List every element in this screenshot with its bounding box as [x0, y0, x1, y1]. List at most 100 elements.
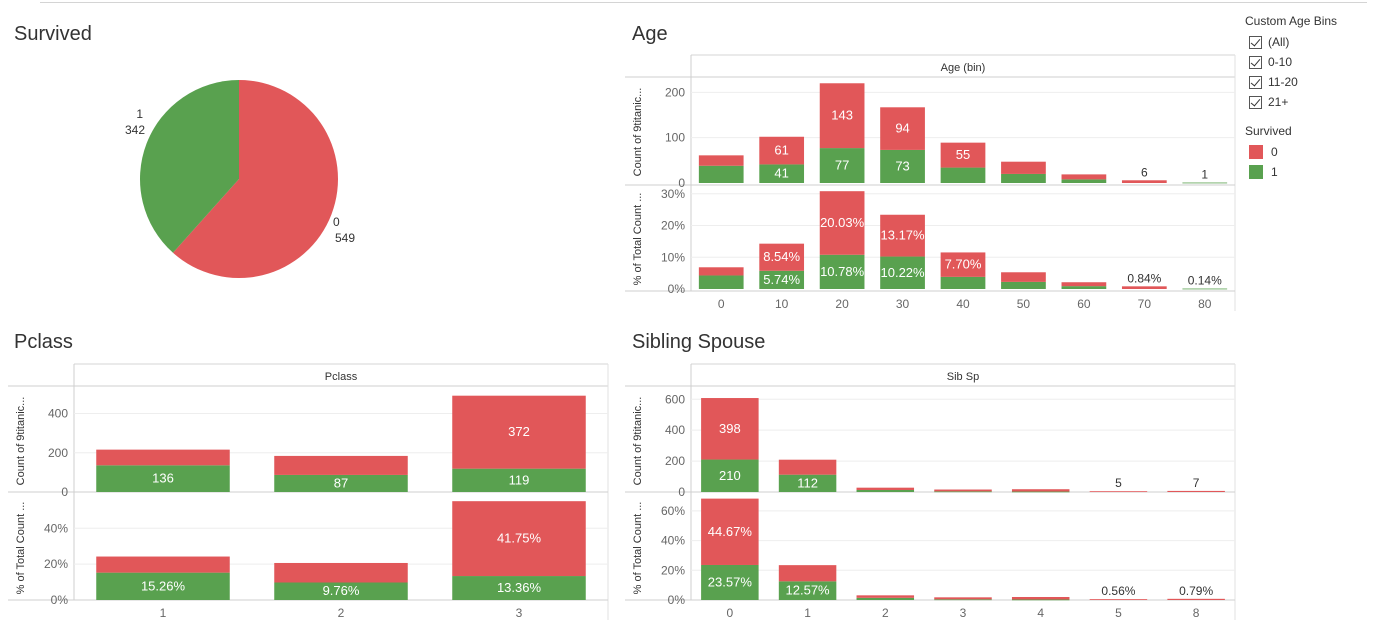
survived-pie-chart[interactable]: 0 549 1 342: [100, 60, 480, 340]
bar-data-label: 87: [334, 475, 348, 490]
y-tick-label: 0: [678, 485, 685, 499]
x-tick-label: 0: [727, 606, 734, 620]
bar-data-label: 13.17%: [881, 228, 926, 243]
bar-data-label: 7.70%: [945, 257, 982, 272]
age-bin-filter-21-plus[interactable]: 21+: [1245, 92, 1385, 112]
bar-segment-died[interactable]: [1001, 162, 1046, 174]
bar-segment-died[interactable]: [1090, 491, 1148, 492]
checkbox-icon[interactable]: [1249, 56, 1262, 69]
bar-segment-survived[interactable]: [1182, 289, 1227, 290]
age-bin-label: 11-20: [1268, 75, 1298, 89]
y-tick-label: 600: [665, 392, 685, 406]
y-tick-label: 40%: [661, 534, 685, 548]
bar-segment-survived[interactable]: [699, 275, 744, 289]
bar-segment-survived[interactable]: [941, 277, 986, 289]
bar-total-label: 0.56%: [1101, 584, 1135, 598]
x-tick-label: 70: [1138, 297, 1152, 311]
bar-segment-died[interactable]: [1122, 286, 1167, 289]
bar-segment-survived[interactable]: [1012, 492, 1070, 493]
checkbox-icon[interactable]: [1249, 76, 1262, 89]
column-header: Age (bin): [941, 62, 986, 74]
bar-data-label: 41.75%: [497, 531, 542, 546]
y-tick-label: 200: [665, 454, 685, 468]
bar-data-label: 41: [774, 166, 788, 181]
bar-segment-survived[interactable]: [1062, 286, 1107, 289]
bar-segment-survived[interactable]: [699, 166, 744, 183]
bar-data-label: 112: [797, 475, 818, 490]
bar-segment-survived[interactable]: [1001, 174, 1046, 183]
survived-legend-item-0[interactable]: 0: [1245, 142, 1385, 162]
bar-segment-died[interactable]: [934, 597, 992, 599]
bar-segment-died[interactable]: [857, 595, 915, 597]
bar-segment-died[interactable]: [1090, 599, 1148, 600]
bar-data-label: 12.57%: [786, 583, 831, 598]
bar-segment-died[interactable]: [779, 460, 837, 475]
bar-segment-died[interactable]: [779, 565, 837, 581]
bar-data-label: 10.78%: [820, 264, 865, 279]
age-bin-filter-0-10[interactable]: 0-10: [1245, 52, 1385, 72]
bar-total-label: 0.14%: [1188, 274, 1222, 288]
bar-data-label: 136: [152, 471, 174, 486]
bar-segment-survived[interactable]: [1001, 282, 1046, 289]
y-tick-label: 60%: [661, 504, 685, 518]
bar-segment-died[interactable]: [1122, 180, 1167, 183]
bar-total-label: 6: [1141, 165, 1148, 179]
bar-data-label: 61: [774, 143, 788, 158]
bar-segment-died[interactable]: [1012, 489, 1070, 491]
color-swatch: [1249, 145, 1263, 159]
bar-segment-survived[interactable]: [857, 490, 915, 492]
x-tick-label: 1: [160, 606, 167, 620]
bar-segment-died[interactable]: [1167, 491, 1225, 492]
bar-segment-died[interactable]: [934, 490, 992, 492]
bar-segment-died[interactable]: [1167, 599, 1225, 600]
bar-segment-died[interactable]: [699, 267, 744, 275]
bar-total-label: 5: [1115, 476, 1122, 490]
age-bin-filter-all[interactable]: (All): [1245, 32, 1385, 52]
x-tick-label: 80: [1198, 297, 1212, 311]
bar-segment-died[interactable]: [1062, 282, 1107, 286]
x-tick-label: 8: [1193, 606, 1200, 620]
bar-segment-died[interactable]: [1012, 597, 1070, 599]
bar-data-label: 143: [831, 108, 853, 123]
age-bin-label: 21+: [1268, 95, 1288, 109]
y-axis-label: Count of 9titanic...: [632, 88, 644, 177]
y-axis-label: % of Total Count ...: [15, 502, 27, 595]
bar-data-label: 119: [509, 472, 530, 487]
bar-segment-survived[interactable]: [1012, 599, 1070, 600]
top-divider: [40, 2, 1367, 3]
y-tick-label: 400: [48, 407, 68, 421]
checkbox-icon[interactable]: [1249, 36, 1262, 49]
bar-segment-survived[interactable]: [1182, 183, 1227, 184]
bar-segment-died[interactable]: [1062, 174, 1107, 179]
bar-segment-died[interactable]: [699, 155, 744, 165]
survived-legend-title: Survived: [1245, 124, 1385, 138]
age-bin-filter-11-20[interactable]: 11-20: [1245, 72, 1385, 92]
survived-legend-item-1[interactable]: 1: [1245, 162, 1385, 182]
bar-segment-survived[interactable]: [941, 168, 986, 183]
bar-segment-died[interactable]: [857, 488, 915, 490]
bar-segment-died[interactable]: [96, 450, 230, 466]
x-tick-label: 1: [804, 606, 811, 620]
bar-segment-survived[interactable]: [857, 598, 915, 600]
bar-segment-survived[interactable]: [934, 491, 992, 492]
x-tick-label: 10: [775, 297, 789, 311]
bar-data-label: 73: [895, 158, 909, 173]
bar-data-label: 372: [508, 424, 530, 439]
bar-data-label: 94: [895, 121, 909, 136]
bar-data-label: 13.36%: [497, 580, 542, 595]
y-tick-label: 40%: [44, 521, 68, 535]
bar-segment-died[interactable]: [274, 563, 408, 583]
y-tick-label: 0%: [51, 593, 69, 607]
checkbox-icon[interactable]: [1249, 96, 1262, 109]
bar-data-label: 15.26%: [141, 578, 186, 593]
y-tick-label: 20%: [661, 563, 685, 577]
bar-segment-died[interactable]: [274, 456, 408, 475]
bar-segment-survived[interactable]: [934, 599, 992, 600]
y-axis-label: Count of 9titanic...: [632, 397, 644, 486]
bar-segment-survived[interactable]: [1062, 179, 1107, 183]
bar-segment-died[interactable]: [1001, 272, 1046, 282]
bar-segment-died[interactable]: [96, 557, 230, 573]
